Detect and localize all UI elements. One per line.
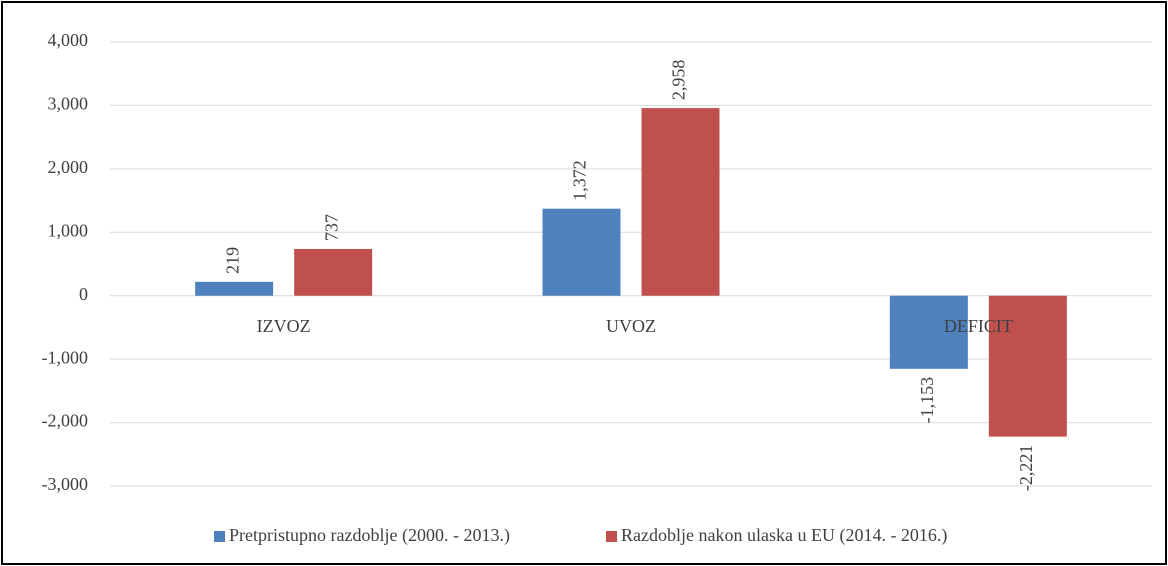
y-tick-label: 3,000 [48, 94, 89, 114]
legend-swatch [606, 531, 617, 542]
data-label: 737 [321, 214, 341, 241]
bar [195, 281, 274, 296]
data-label: -1,153 [917, 377, 937, 424]
x-tick-label: UVOZ [606, 316, 656, 336]
legend-label: Pretpristupno razdoblje (2000. - 2013.) [229, 525, 510, 546]
data-label: 219 [222, 247, 242, 274]
bar [988, 295, 1067, 437]
bar [294, 248, 373, 296]
data-label: 1,372 [570, 160, 590, 201]
x-tick-label: IZVOZ [257, 316, 311, 336]
y-tick-label: -2,000 [42, 411, 89, 431]
bar [542, 208, 621, 296]
x-tick-label: DEFICIT [944, 316, 1013, 336]
y-tick-label: -3,000 [42, 474, 89, 494]
y-tick-label: 4,000 [48, 30, 89, 50]
data-label: -2,221 [1016, 445, 1036, 492]
bar [641, 108, 720, 296]
legend-label: Razdoblje nakon ulaska u EU (2014. - 201… [621, 525, 947, 546]
data-label: 2,958 [669, 60, 689, 101]
bar [889, 295, 968, 369]
y-tick-label: 2,000 [48, 157, 89, 177]
y-tick-label: 0 [79, 284, 88, 304]
legend-swatch [214, 531, 225, 542]
y-tick-label: 1,000 [48, 220, 89, 240]
y-tick-label: -1,000 [42, 347, 89, 367]
